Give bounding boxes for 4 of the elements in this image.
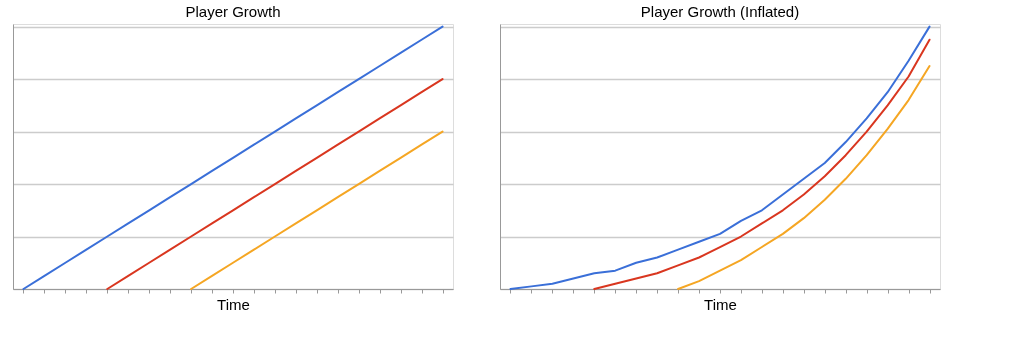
x-axis-title: Time xyxy=(704,296,737,313)
chart-title: Player Growth xyxy=(185,3,281,20)
x-axis-title: Time xyxy=(217,296,250,313)
chart-title: Player Growth (Inflated) xyxy=(640,3,800,20)
